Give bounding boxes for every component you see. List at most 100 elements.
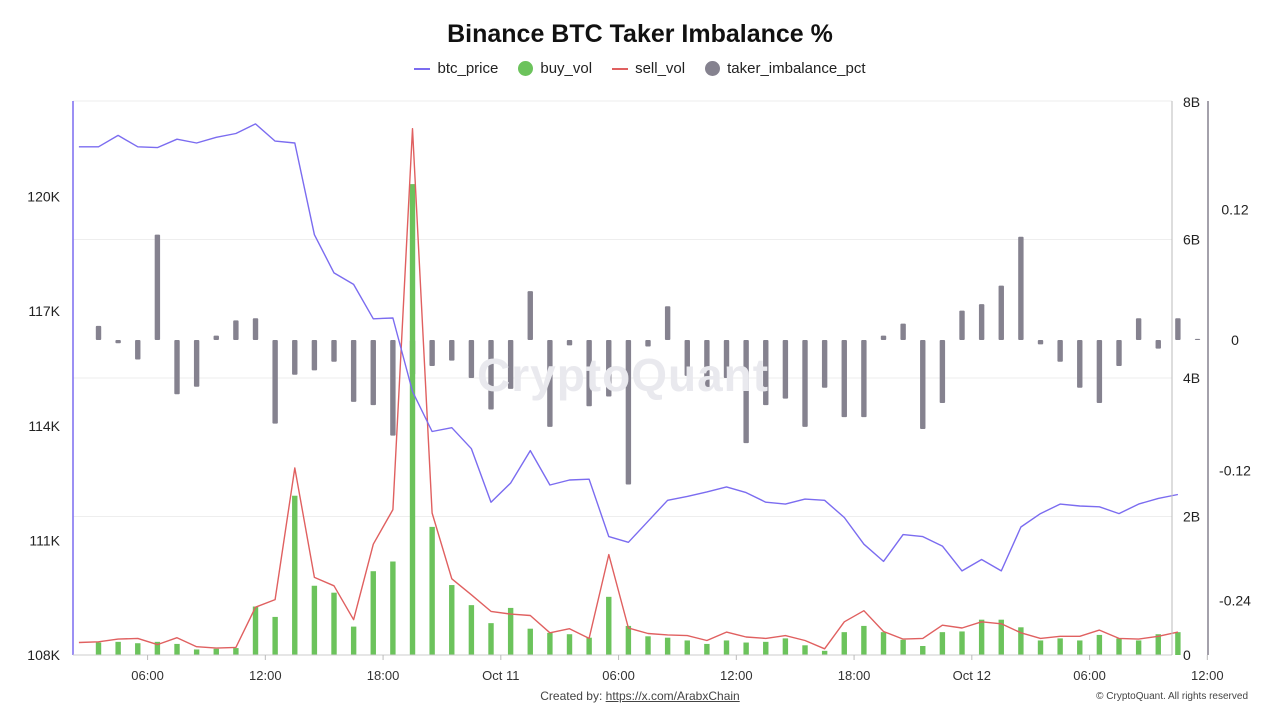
imbalance-bar <box>998 285 1004 340</box>
imbalance-bar <box>488 339 494 410</box>
imbalance-bar <box>841 339 847 418</box>
buy-vol-bar <box>606 596 612 655</box>
taker-imbalance-bars <box>95 234 1201 485</box>
buy-vol-bar <box>880 632 887 655</box>
buy-vol-bar <box>959 631 965 655</box>
imbalance-bar <box>272 339 278 424</box>
buy-vol-bar <box>1057 638 1063 655</box>
buy-vol-bar <box>370 571 376 655</box>
x-tick-label: 06:00 <box>131 668 164 683</box>
buy-vol-bar <box>350 626 357 655</box>
buy-vol-bar <box>763 641 769 655</box>
footer-credit: Created by: https://x.com/ArabxChain <box>0 689 1280 703</box>
buy-vol-bar <box>1155 634 1161 655</box>
buy-vol-bar <box>135 643 141 655</box>
buy-vol-bar <box>331 592 337 655</box>
x-tick-label: 06:00 <box>1073 668 1106 683</box>
buy-vol-bar <box>782 638 789 655</box>
imbalance-bar <box>920 339 926 430</box>
buy-vol-bar <box>429 526 435 655</box>
buy-vol-bar <box>978 619 985 655</box>
buy-vol-bar <box>939 632 946 655</box>
buy-vol-bar <box>586 637 592 655</box>
buy-vol-bar <box>115 641 121 655</box>
buy-vol-bar <box>861 625 867 655</box>
buy-vol-bar <box>900 639 906 655</box>
imbalance-bar <box>880 335 887 340</box>
legend: btc_price buy_vol sell_vol taker_imbalan… <box>0 60 1280 77</box>
imbalance-bar <box>1057 339 1063 362</box>
imbalance-bar <box>821 339 828 388</box>
imbalance-bar <box>449 339 455 361</box>
imbalance-bar <box>939 339 946 403</box>
imbalance-bar <box>390 339 396 436</box>
buy-vol-bar <box>802 645 808 655</box>
buy-vol-bar <box>1096 634 1103 655</box>
buy-vol-bar <box>664 637 671 655</box>
buy-vol-bar <box>213 648 219 655</box>
legend-item-btc-price[interactable]: btc_price <box>414 60 498 77</box>
buy-vol-bar <box>1018 627 1024 655</box>
imbalance-bar <box>763 339 769 406</box>
legend-item-sell-vol[interactable]: sell_vol <box>612 60 685 77</box>
x-tick-label: 18:00 <box>838 668 871 683</box>
imbalance-bar <box>331 339 337 362</box>
y-right-tick-label: -0.24 <box>1219 593 1251 609</box>
buy-vol-bar <box>645 636 651 655</box>
chart-title: Binance BTC Taker Imbalance % <box>447 20 833 48</box>
imbalance-bar <box>233 320 239 340</box>
imbalance-bar <box>1077 339 1083 388</box>
buy-vol-bar <box>154 641 161 655</box>
imbalance-bar <box>1194 338 1201 340</box>
imbalance-bar <box>723 339 730 378</box>
imbalance-bar <box>193 339 200 387</box>
imbalance-bar <box>311 339 318 371</box>
legend-label: taker_imbalance_pct <box>727 60 866 77</box>
credit-link[interactable]: https://x.com/ArabxChain <box>605 689 740 703</box>
y-mid-tick-label: 4B <box>1183 370 1200 386</box>
y-right-tick-label: -0.12 <box>1219 462 1251 478</box>
x-tick-label: 12:00 <box>249 668 282 683</box>
imbalance-bar <box>350 339 357 402</box>
imbalance-bar <box>135 339 141 360</box>
x-tick-label: 18:00 <box>367 668 400 683</box>
y-left-tick-label: 111K <box>29 532 60 548</box>
imbalance-bar <box>213 335 219 340</box>
buy-vol-bar <box>488 623 494 655</box>
y-mid-tick-label: 2B <box>1183 509 1200 525</box>
buy-vol-bar <box>272 616 278 655</box>
legend-item-buy-vol[interactable]: buy_vol <box>518 60 592 77</box>
buy-vol-bar <box>468 605 475 655</box>
imbalance-bar <box>1116 339 1122 367</box>
imbalance-bar <box>468 339 475 378</box>
legend-line-marker <box>414 67 431 70</box>
imbalance-bar <box>252 318 259 340</box>
imbalance-bar <box>645 339 651 347</box>
imbalance-bar <box>547 339 553 427</box>
imbalance-bar <box>861 339 867 418</box>
buy-vol-bar <box>684 640 690 655</box>
imbalance-bar <box>664 306 671 340</box>
y-mid-tick-label: 6B <box>1183 232 1200 248</box>
buy-vol-bar <box>1175 632 1181 655</box>
buy-vol-bar <box>547 632 553 655</box>
legend-item-taker-imbalance-pct[interactable]: taker_imbalance_pct <box>705 60 866 77</box>
imbalance-bar <box>115 339 121 344</box>
credit-label: Created by: <box>540 689 603 703</box>
x-tick-label: 12:00 <box>1191 668 1224 683</box>
buy-vol-bar <box>174 643 180 655</box>
buy-vol-bars <box>95 184 1181 655</box>
imbalance-bar <box>292 339 298 375</box>
imbalance-bar <box>527 291 533 340</box>
buy-vol-bar <box>998 619 1004 655</box>
buy-vol-bar <box>920 645 926 655</box>
buy-vol-bar <box>193 649 200 655</box>
imbalance-bar <box>900 323 906 340</box>
imbalance-bar <box>174 339 180 395</box>
buy-vol-bar <box>821 650 828 655</box>
imbalance-bar <box>566 339 573 346</box>
buy-vol-bar <box>527 628 533 655</box>
imbalance-bar <box>1155 339 1161 349</box>
legend-label: buy_vol <box>540 60 593 77</box>
legend-dot-marker <box>705 61 721 76</box>
